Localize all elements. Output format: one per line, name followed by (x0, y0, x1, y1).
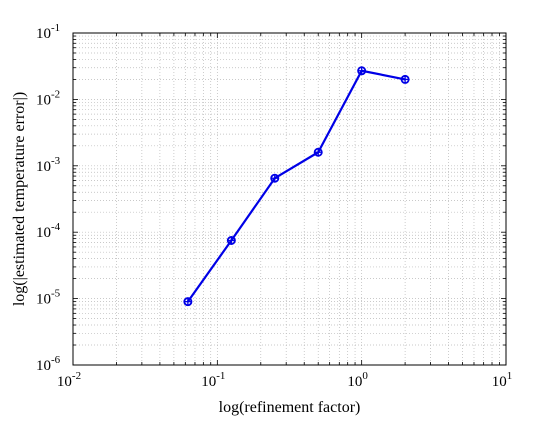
tick-exponent: -3 (51, 155, 61, 167)
tick-base: 10 (36, 292, 51, 308)
tick-base: 10 (36, 358, 51, 374)
y-tick-labels: 10-610-510-410-310-210-1 (36, 22, 61, 374)
x-tick-label: 10-2 (57, 370, 81, 390)
data-point-marker (270, 173, 280, 183)
tick-exponent: 1 (507, 370, 513, 382)
data-point-marker (313, 147, 323, 157)
y-tick-label: 10-5 (36, 288, 61, 308)
plot-area (73, 33, 506, 365)
tick-base: 10 (492, 374, 507, 390)
tick-base: 10 (36, 92, 51, 108)
tick-base: 10 (201, 374, 216, 390)
data-point-marker (400, 74, 410, 84)
x-axis-label: log(refinement factor) (219, 399, 361, 416)
x-tick-labels: 10-2 10-1 100 101 (57, 370, 512, 390)
x-tick-label: 100 (347, 370, 368, 390)
axes (72, 32, 507, 366)
tick-exponent: -2 (51, 88, 60, 100)
tick-base: 10 (36, 26, 51, 42)
tick-exponent: 0 (362, 370, 368, 382)
data-point-marker (183, 297, 193, 307)
y-tick-label: 10-6 (36, 354, 61, 374)
x-tick-label: 10-1 (201, 370, 225, 390)
tick-exponent: -2 (72, 370, 81, 382)
tick-exponent: -1 (51, 22, 60, 34)
x-tick-label: 101 (492, 370, 513, 390)
tick-base: 10 (36, 159, 51, 175)
data-point-marker (226, 235, 236, 245)
tick-base: 10 (36, 225, 51, 241)
y-tick-label: 10-4 (36, 221, 61, 241)
tick-exponent: -5 (51, 288, 61, 300)
y-tick-label: 10-2 (36, 88, 60, 108)
y-tick-label: 10-1 (36, 22, 60, 42)
axes-box (72, 32, 507, 366)
data-point-marker (357, 66, 367, 76)
data-series (183, 66, 410, 307)
y-tick-label: 10-3 (36, 155, 61, 175)
tick-exponent: -4 (51, 221, 61, 233)
y-axis-label: log(|estimated temperature error|) (11, 92, 28, 306)
series-line (186, 69, 406, 303)
tick-exponent: -1 (216, 370, 225, 382)
tick-exponent: -6 (51, 354, 61, 366)
tick-base: 10 (347, 374, 362, 390)
tick-base: 10 (57, 374, 72, 390)
